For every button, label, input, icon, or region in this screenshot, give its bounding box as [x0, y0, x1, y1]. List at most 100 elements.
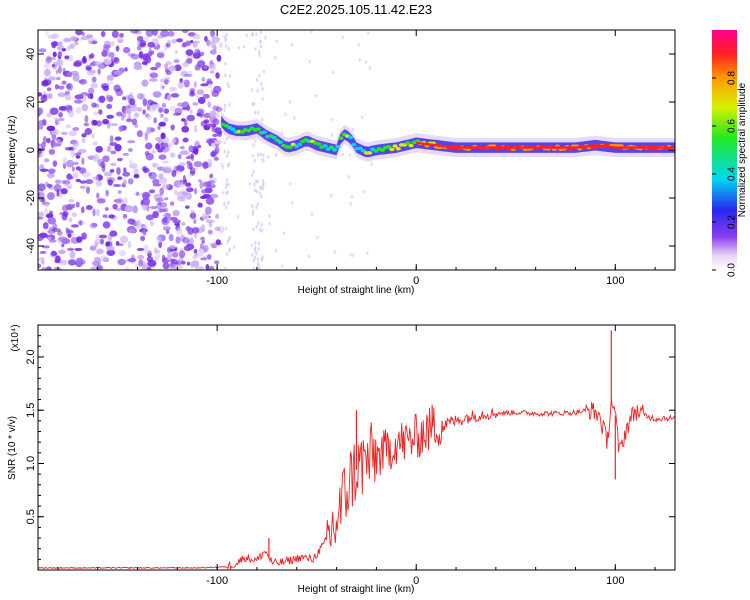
ridge-core — [416, 141, 675, 149]
noise-streak — [223, 34, 226, 39]
noise-streak — [253, 188, 257, 193]
noise-blob — [80, 206, 85, 214]
noise-dot — [308, 59, 312, 64]
noise-blob — [193, 248, 198, 254]
noise-blob — [76, 236, 83, 243]
ridge-blob — [367, 151, 373, 155]
noise-blob — [165, 229, 170, 235]
spectrogram-y-axis-label: Frequency (Hz) — [7, 116, 18, 185]
noise-blob — [186, 192, 192, 201]
noise-blob — [153, 256, 158, 262]
noise-dot — [290, 42, 294, 47]
noise-blob — [202, 161, 209, 169]
noise-blob — [66, 185, 73, 190]
noise-blob — [52, 51, 57, 58]
noise-blob — [183, 119, 188, 127]
noise-blob — [173, 264, 183, 270]
ridge-blob — [230, 127, 236, 131]
noise-blob — [200, 224, 206, 233]
noise-streak — [254, 240, 257, 245]
noise-blob — [92, 208, 96, 217]
colorbar-label: Normalized spectral amplitude — [737, 82, 748, 217]
noise-blob — [117, 258, 126, 266]
noise-blob — [162, 213, 166, 217]
noise-blob — [48, 148, 56, 155]
snr-y-tick-label: 0.5 — [25, 509, 37, 524]
noise-blob — [200, 195, 207, 200]
noise-dot — [268, 221, 272, 226]
noise-blob — [201, 212, 209, 221]
noise-blob — [194, 187, 198, 195]
noise-blob — [68, 217, 73, 223]
noise-blob — [85, 186, 91, 194]
snr-line-layer — [38, 330, 675, 570]
noise-blob — [161, 85, 165, 89]
noise-blob — [97, 175, 104, 180]
noise-blob — [78, 220, 83, 226]
noise-blob — [136, 247, 145, 252]
noise-blob — [116, 36, 125, 44]
noise-blob — [169, 105, 177, 112]
snr-x-tick-label: 0 — [413, 575, 419, 587]
noise-blob — [109, 142, 118, 147]
spectrogram-ticks: -100 0 100 -40 -20 0 20 40 — [25, 30, 675, 287]
noise-blob — [73, 61, 82, 67]
noise-dot — [221, 165, 225, 170]
noise-streak — [257, 247, 260, 252]
noise-blob — [68, 110, 75, 118]
noise-blob — [189, 237, 194, 245]
noise-blob — [129, 163, 138, 169]
spectrogram-y-tick-label: 40 — [25, 48, 37, 60]
noise-dot — [274, 153, 278, 158]
noise-streak — [225, 32, 229, 37]
noise-streak — [255, 205, 258, 210]
noise-blob — [146, 103, 151, 111]
noise-dot — [368, 66, 372, 70]
noise-blob — [142, 197, 151, 206]
noise-blob — [209, 110, 217, 118]
noise-streak — [256, 152, 260, 157]
noise-blob — [81, 137, 86, 144]
noise-blob — [49, 210, 53, 216]
noise-dot — [283, 231, 286, 236]
noise-dot — [250, 87, 254, 92]
noise-blob — [212, 85, 222, 93]
noise-dot — [350, 195, 354, 199]
noise-blob — [67, 230, 74, 234]
noise-streak — [253, 255, 257, 260]
ridge-blob — [338, 136, 344, 140]
noise-streak — [257, 221, 260, 226]
noise-blob — [38, 232, 48, 239]
noise-blob — [116, 243, 124, 247]
noise-blob — [61, 204, 69, 212]
noise-blob — [52, 228, 62, 233]
colorbar-tick-label: 0.0 — [727, 263, 738, 277]
noise-blob — [133, 112, 140, 118]
noise-blob — [54, 84, 60, 90]
noise-blob — [38, 257, 45, 263]
noise-blob — [93, 111, 99, 116]
noise-dot — [316, 235, 319, 240]
noise-blob — [106, 94, 114, 103]
noise-blob — [150, 104, 160, 109]
noise-blob — [162, 217, 168, 224]
noise-dot — [237, 46, 240, 50]
noise-dot — [250, 243, 254, 248]
noise-blob — [109, 122, 119, 127]
noise-blob — [98, 95, 106, 104]
noise-blob — [130, 53, 140, 60]
noise-blob — [47, 93, 53, 100]
noise-dot — [331, 70, 335, 75]
noise-blob — [168, 266, 177, 270]
noise-blob — [67, 247, 74, 251]
noise-blob — [102, 118, 109, 124]
noise-blob — [217, 131, 222, 137]
colorbar-tick-label: 0.6 — [727, 119, 738, 133]
noise-blob — [128, 228, 136, 234]
noise-streak — [251, 252, 254, 257]
noise-blob — [136, 130, 143, 138]
noise-blob — [213, 37, 219, 44]
noise-blob — [158, 147, 166, 151]
ridge-blob — [408, 143, 414, 148]
noise-blob — [75, 201, 80, 208]
